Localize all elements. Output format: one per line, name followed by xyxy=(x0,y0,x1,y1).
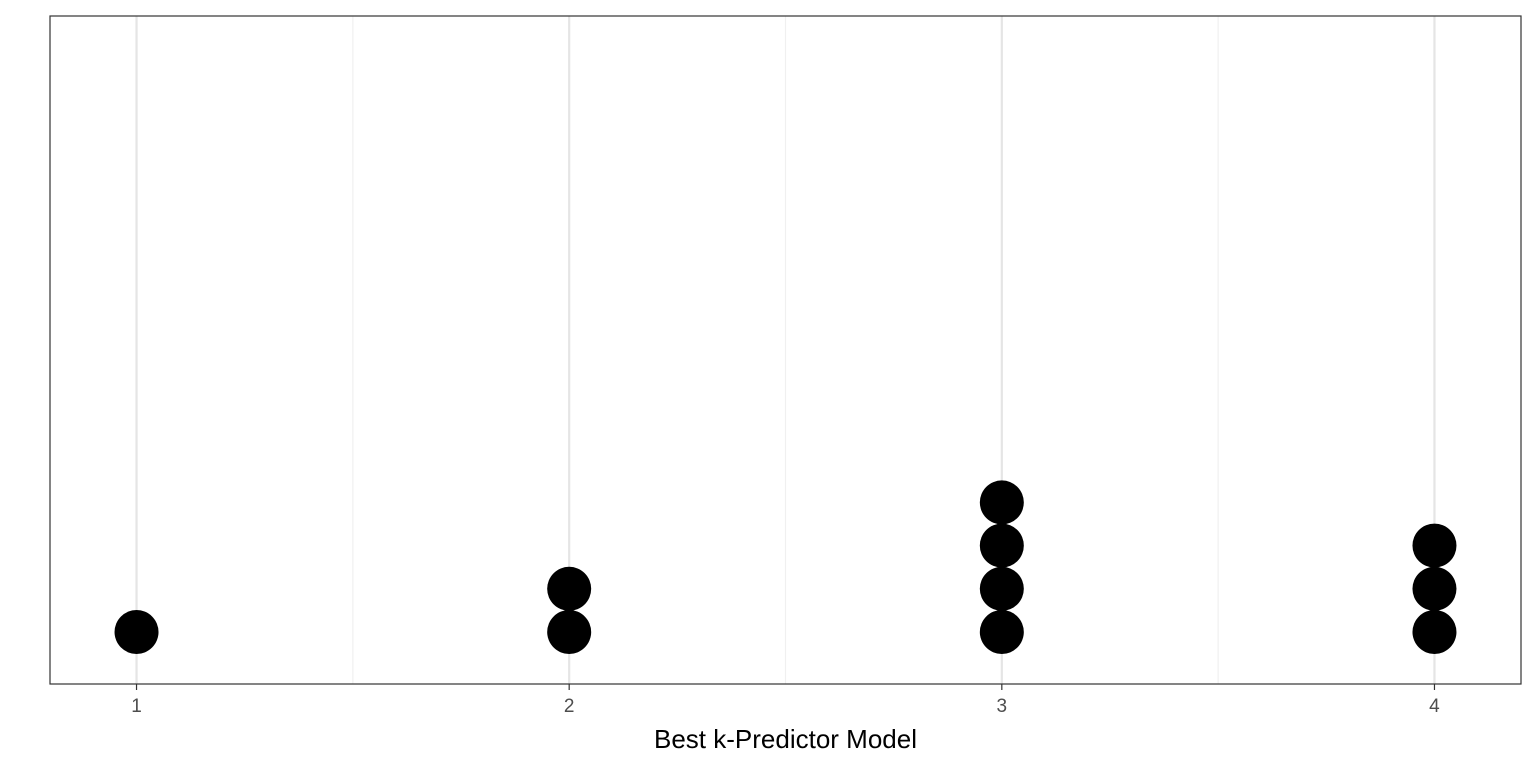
data-dot xyxy=(114,610,159,654)
data-dots xyxy=(114,480,1457,654)
x-tick-label: 4 xyxy=(1429,696,1440,717)
data-dot xyxy=(1412,566,1457,611)
data-dot xyxy=(547,610,592,654)
data-dot xyxy=(979,480,1024,525)
data-dot xyxy=(1412,523,1457,568)
panel-border xyxy=(49,15,1522,685)
data-dot xyxy=(1412,610,1457,654)
x-tick-label: 1 xyxy=(131,696,142,717)
data-dot xyxy=(979,566,1024,611)
x-tick-label: 2 xyxy=(564,696,575,717)
data-dot xyxy=(979,610,1024,654)
data-dot xyxy=(547,566,592,611)
x-tick-label: 3 xyxy=(997,696,1008,717)
x-axis-ticks: 1 2 3 4 xyxy=(131,684,1440,717)
data-dot xyxy=(979,523,1024,568)
grid-lines xyxy=(135,16,1436,684)
x-axis-title: Best k-Predictor Model xyxy=(654,724,917,754)
